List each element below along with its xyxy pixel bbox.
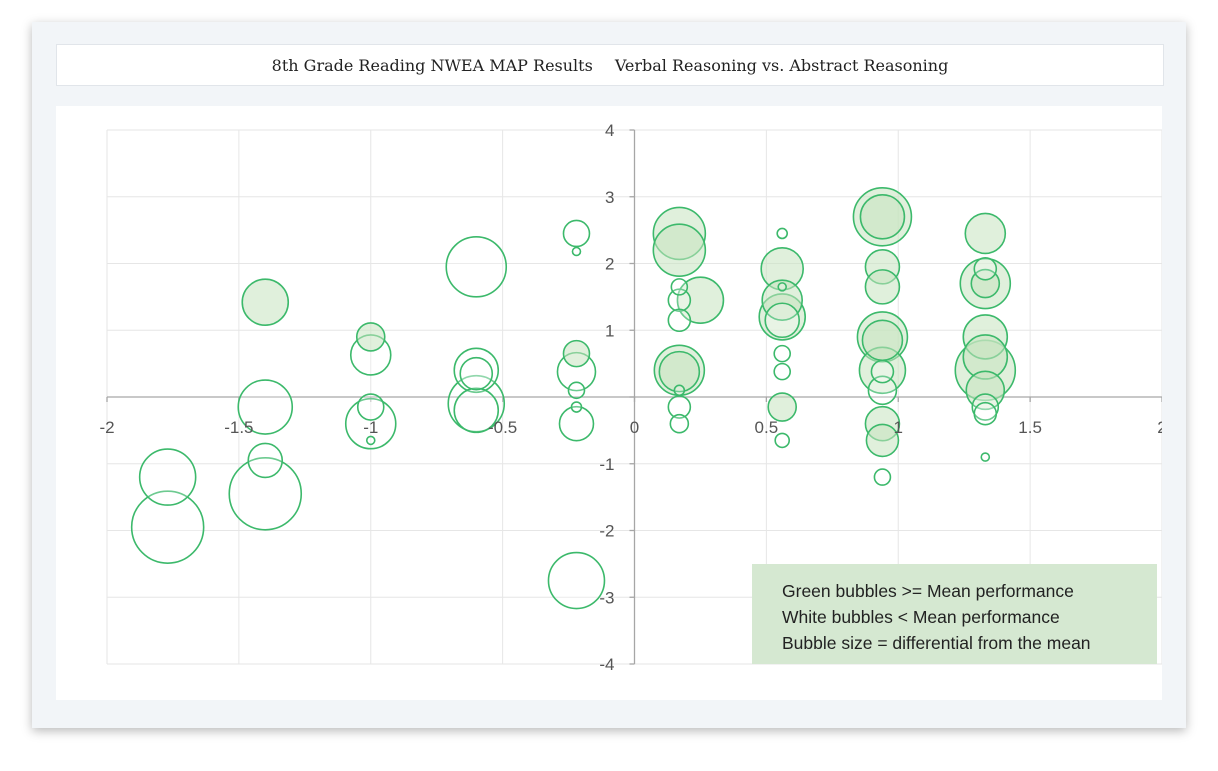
bubbles [130,186,1017,610]
legend-note-size: Bubble size = differential from the mean [782,633,1091,653]
y-tick-label: 2 [605,255,614,274]
y-tick-label: -1 [599,455,614,474]
tick-labels: -2 -1.5 -1 -0.5 0 0.5 1 1.5 2 -4 -3 -2 -1 1 2 3 4 [99,121,1162,674]
bubble-green [658,350,701,393]
bubble-white [356,393,385,421]
bubble-green [241,278,290,327]
chart-title-bar: 8th Grade Reading NWEA MAP Results Verba… [56,44,1164,86]
bubble-white [247,442,284,479]
bubble-white [237,379,294,435]
x-tick-label: -2 [99,418,114,437]
bubble-green [355,322,386,352]
bubble-green [861,319,904,362]
chart-title: 8th Grade Reading NWEA MAP Results [271,55,593,75]
bubble-white [777,282,788,292]
bubble-white [445,236,508,298]
bubble-white [973,257,998,281]
y-tick-label: -4 [599,655,614,674]
bubble-white [558,405,595,442]
bubble-white [571,246,582,257]
bubble-white [867,375,898,406]
bubble-green [859,193,906,240]
bubble-green [864,269,901,305]
legend-note-green: Green bubbles >= Mean performance [782,581,1074,601]
x-tick-label: 0.5 [755,418,779,437]
bubble-white [764,302,801,339]
plot-panel: -2 -1.5 -1 -0.5 0 0.5 1 1.5 2 -4 -3 -2 -1 1 2 3 4 Green … [56,106,1162,700]
bubble-white [562,219,591,248]
bubble-white [365,435,376,446]
bubble-white [870,359,895,384]
bubble-white [453,347,500,394]
x-tick-label: 1 [894,418,903,437]
bubble-white [130,490,205,564]
bubble-white [774,432,791,449]
bubble-white [667,308,692,333]
bubble-white [570,401,583,413]
bubble-green [865,423,900,458]
y-tick-label: 4 [605,121,614,140]
bubble-white [773,344,792,363]
bubble-white [980,452,991,462]
x-tick-label: -1 [363,418,378,437]
bubble-white [138,448,197,506]
bubble-white [228,456,303,531]
bubble-white [453,387,500,434]
chart-card: 8th Grade Reading NWEA MAP Results Verba… [32,22,1186,728]
bubble-white [459,356,494,391]
x-tick-label: 0 [630,418,639,437]
x-tick-label: 2 [1157,418,1162,437]
bubble-green [676,276,725,325]
bubble-white [773,362,792,381]
x-tick-label: 1.5 [1018,418,1042,437]
bubble-white [776,227,789,240]
bubble-green [964,212,1007,255]
bubble-white [567,381,586,400]
x-tick-label: -1.5 [224,418,253,437]
chart-subtitle: Verbal Reasoning vs. Abstract Reasoning [614,55,949,75]
y-tick-label: 1 [605,321,614,340]
bubble-chart: -2 -1.5 -1 -0.5 0 0.5 1 1.5 2 -4 -3 -2 -1 1 2 3 4 [99,121,1162,674]
bubble-white [971,393,1000,421]
bubble-green [562,339,591,368]
bubble-white [873,468,892,486]
x-tick-label: -0.5 [488,418,517,437]
legend-note-box: Green bubbles >= Mean performance White … [752,564,1157,664]
y-tick-label: 3 [605,188,614,207]
y-tick-label: -3 [599,588,614,607]
bubble-green [652,223,707,277]
bubble-green [761,279,804,322]
bubble-white [973,401,998,426]
bubble-green [965,370,1006,411]
legend-note-white: White bubbles < Mean performance [782,607,1060,627]
bubble-white [670,278,689,296]
bubble-white [667,288,692,313]
y-tick-label: -2 [599,522,614,541]
bubble-white [547,551,606,610]
bubble-white [669,413,690,434]
bubble-white [673,384,686,397]
bubble-green [767,392,798,422]
